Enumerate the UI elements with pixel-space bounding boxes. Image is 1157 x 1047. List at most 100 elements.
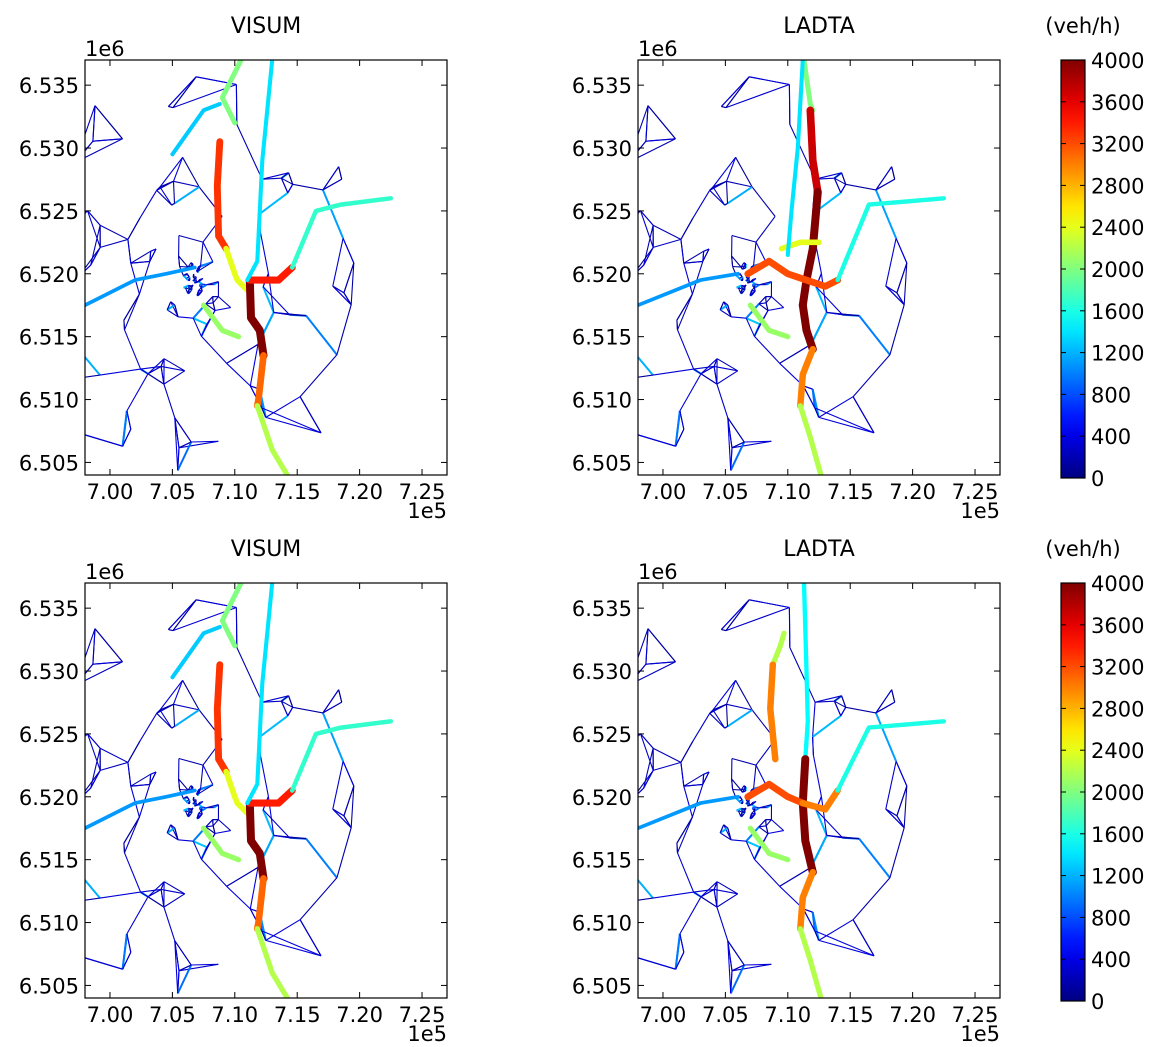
- network-link: [740, 815, 743, 817]
- network-link: [744, 786, 747, 789]
- network-link: [149, 774, 152, 785]
- network-link: [645, 661, 676, 665]
- network-link: [702, 248, 710, 262]
- network-link: [802, 908, 816, 932]
- network-link: [322, 689, 340, 714]
- network-link: [731, 963, 772, 972]
- network-link: [167, 76, 197, 107]
- colorbar-tick-label: 0: [1091, 990, 1104, 1014]
- network-link: [336, 827, 352, 878]
- network-link: [702, 251, 705, 262]
- network-link: [130, 783, 150, 787]
- network-link: [842, 837, 860, 840]
- network-link: [147, 358, 165, 375]
- network-link: [11, 817, 19, 829]
- network-link: [575, 897, 616, 903]
- network-link: [643, 247, 654, 266]
- network-link: [236, 124, 263, 180]
- x-tick-label: 7.25: [952, 1003, 999, 1027]
- network-link: [564, 817, 570, 838]
- network-link: [299, 396, 322, 434]
- network-link: [570, 306, 573, 316]
- network-link: [779, 866, 812, 887]
- network-link: [638, 878, 654, 899]
- flow-link-east-highway: [835, 196, 946, 283]
- network-link: [739, 273, 743, 278]
- network-link: [214, 307, 231, 312]
- network-link: [693, 365, 715, 370]
- network-link: [814, 407, 875, 434]
- network-link: [731, 757, 757, 766]
- network-link: [299, 354, 338, 398]
- network-link: [342, 761, 355, 787]
- network-link: [875, 178, 895, 191]
- network-link: [163, 906, 176, 941]
- network-link: [752, 283, 756, 287]
- network-link: [724, 202, 728, 206]
- network-link: [200, 283, 208, 289]
- network-link: [205, 303, 216, 311]
- network-link: [709, 189, 726, 206]
- network-link: [185, 800, 189, 804]
- network-link: [675, 951, 685, 970]
- network-link: [779, 343, 812, 364]
- network-link: [85, 247, 101, 270]
- network-link: [700, 881, 718, 898]
- colorbar-tick-label: 1200: [1091, 342, 1144, 366]
- network-link: [90, 247, 101, 266]
- network-link: [273, 834, 290, 839]
- network-link: [719, 832, 732, 841]
- y-tick-label: 6.510: [572, 389, 632, 413]
- network-link: [342, 238, 355, 264]
- network-link: [731, 964, 745, 972]
- network-link: [150, 771, 157, 775]
- network-link: [679, 410, 685, 430]
- network-link: [149, 248, 157, 262]
- flow-link-west-branch: [744, 780, 807, 807]
- network-link: [259, 191, 289, 215]
- network-link: [212, 296, 219, 304]
- flow-link-southwest-loop: [747, 302, 791, 340]
- network-link: [712, 679, 737, 711]
- network-link: [759, 281, 772, 286]
- network-link: [122, 951, 132, 970]
- network-link: [731, 255, 734, 267]
- network-link: [163, 881, 185, 895]
- network-link: [640, 210, 654, 226]
- network-link: [700, 373, 718, 385]
- colorbar-tick-label: 3600: [1091, 614, 1144, 638]
- flow-link-trunk-south-lower: [797, 345, 817, 410]
- network-link: [173, 709, 200, 728]
- network-link: [573, 829, 620, 843]
- network-link: [745, 840, 761, 849]
- network-link: [99, 891, 141, 899]
- network-link: [86, 210, 101, 248]
- network-link: [130, 260, 150, 264]
- network-link: [17, 306, 20, 316]
- network-link: [616, 346, 629, 380]
- network-link: [771, 819, 785, 832]
- network-link: [753, 335, 781, 364]
- network-link: [751, 278, 757, 283]
- network-link: [745, 276, 748, 279]
- network-link: [259, 231, 269, 274]
- network-link: [620, 319, 633, 321]
- network-link: [716, 881, 738, 895]
- network-link: [299, 877, 338, 921]
- network-link: [725, 181, 729, 204]
- network-link: [206, 281, 219, 286]
- network-link: [676, 293, 693, 331]
- network-link: [171, 202, 175, 206]
- x-offset-label: 1e5: [960, 1022, 1000, 1046]
- map-panel-1: VISUM 1e6 1e5 7.00 7.05 7.10 7.15 7.20 7.25 6.535…: [11, 14, 448, 523]
- network-link: [174, 417, 179, 471]
- network-link: [692, 713, 711, 742]
- network-link: [726, 186, 753, 205]
- y-tick-label: 6.525: [572, 723, 632, 747]
- network-link: [67, 842, 80, 844]
- network-link: [160, 889, 165, 908]
- network-link: [11, 294, 19, 306]
- network-link: [745, 317, 761, 326]
- network-link: [170, 824, 176, 829]
